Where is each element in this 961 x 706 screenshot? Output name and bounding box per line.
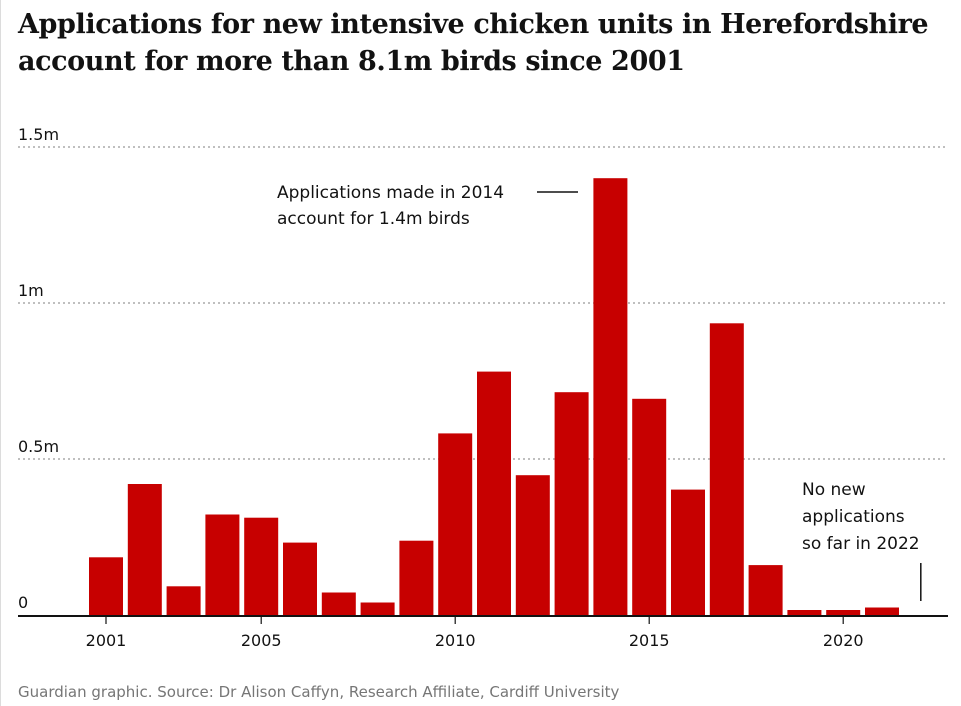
bar-2001 [89, 557, 123, 615]
source-credit: Guardian graphic. Source: Dr Alison Caff… [18, 683, 620, 701]
bar-2018 [748, 565, 783, 615]
bar-2004 [205, 514, 240, 615]
x-axis-ticks: 2001 2005 2010 2015 2020 [86, 617, 864, 650]
bar-2006 [283, 542, 317, 615]
x-tick-label: 2010 [435, 631, 476, 650]
bar-2008 [360, 602, 395, 615]
bar-2012 [515, 475, 550, 615]
x-tick-label: 2001 [86, 631, 127, 650]
bar-2009 [399, 540, 434, 615]
bar-chart: 0 0.5m 1m 1.5m 2001 2005 2010 2015 2020 Applica… [18, 125, 948, 650]
bar-2014 [593, 178, 628, 615]
chart-title-line-2: account for more than 8.1m birds since 2… [18, 46, 685, 77]
bar-2003 [166, 586, 201, 615]
chart-title: Applications for new intensive chicken u… [18, 6, 948, 80]
annotation-2022-line: No new [802, 480, 866, 500]
bars [89, 178, 899, 615]
bar-2005 [244, 517, 279, 615]
annotation-2022-line: applications [802, 507, 905, 527]
left-edge-rule [0, 0, 1, 706]
y-tick-label: 1m [18, 281, 44, 300]
y-axis-tick-labels: 0 0.5m 1m 1.5m [18, 125, 59, 612]
bar-2016 [671, 489, 705, 615]
annotation-2022-line: so far in 2022 [802, 534, 920, 554]
chart-title-line-1: Applications for new intensive chicken u… [18, 9, 929, 40]
annotation-2022: No new applications so far in 2022 [802, 480, 922, 601]
bar-2007 [321, 592, 356, 615]
x-tick-label: 2020 [823, 631, 864, 650]
bar-2017 [709, 323, 744, 615]
x-tick-label: 2015 [629, 631, 670, 650]
bar-2020 [826, 610, 861, 615]
bar-2011 [477, 371, 511, 615]
annotation-2014: Applications made in 2014 account for 1.4… [277, 183, 578, 229]
annotations: Applications made in 2014 account for 1.4… [277, 183, 922, 601]
bar-2019 [787, 610, 822, 615]
bar-2010 [438, 433, 473, 615]
bar-2021 [865, 607, 899, 615]
bar-2015 [632, 398, 667, 615]
annotation-2014-line: account for 1.4m birds [277, 209, 470, 229]
x-tick-label: 2005 [241, 631, 282, 650]
annotation-2014-line: Applications made in 2014 [277, 183, 504, 203]
bar-2002 [127, 484, 162, 615]
bar-2013 [554, 392, 589, 615]
y-tick-label: 0 [18, 593, 28, 612]
y-tick-label: 0.5m [18, 437, 59, 456]
y-tick-label: 1.5m [18, 125, 59, 144]
